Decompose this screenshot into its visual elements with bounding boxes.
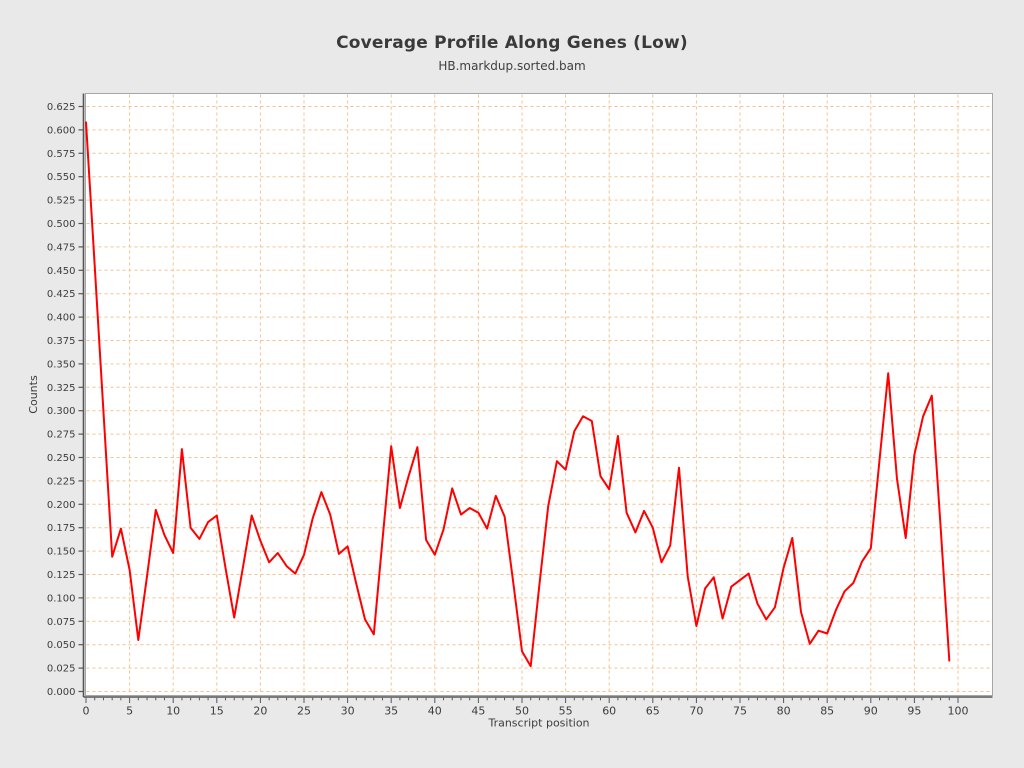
svg-text:35: 35 — [384, 705, 398, 718]
svg-text:75: 75 — [733, 705, 747, 718]
svg-text:0.025: 0.025 — [47, 664, 76, 675]
svg-text:55: 55 — [559, 705, 573, 718]
chart-subtitle: HB.markdup.sorted.bam — [438, 59, 586, 73]
svg-text:0.575: 0.575 — [47, 149, 76, 160]
svg-text:0.375: 0.375 — [47, 336, 76, 347]
svg-text:60: 60 — [602, 705, 616, 718]
svg-text:0.350: 0.350 — [47, 359, 76, 370]
svg-text:0.275: 0.275 — [47, 430, 76, 441]
svg-text:0.600: 0.600 — [47, 125, 76, 136]
y-axis-ticks — [78, 105, 84, 693]
svg-text:0.525: 0.525 — [47, 196, 76, 207]
svg-text:45: 45 — [471, 705, 485, 718]
svg-text:0.625: 0.625 — [47, 102, 76, 113]
svg-text:15: 15 — [210, 705, 224, 718]
svg-text:30: 30 — [341, 705, 355, 718]
grid-vertical — [129, 94, 959, 695]
svg-text:40: 40 — [428, 705, 442, 718]
svg-text:90: 90 — [864, 705, 878, 718]
svg-text:0.000: 0.000 — [47, 687, 76, 698]
svg-text:0.150: 0.150 — [47, 547, 76, 558]
svg-text:0.550: 0.550 — [47, 172, 76, 183]
svg-text:0.200: 0.200 — [47, 500, 76, 511]
svg-text:0.425: 0.425 — [47, 289, 76, 300]
svg-text:65: 65 — [646, 705, 660, 718]
svg-text:0.325: 0.325 — [47, 383, 76, 394]
svg-text:100: 100 — [948, 705, 969, 718]
svg-text:0.100: 0.100 — [47, 593, 76, 604]
svg-text:0.475: 0.475 — [47, 242, 76, 253]
svg-text:0.300: 0.300 — [47, 406, 76, 417]
x-axis-ticks — [85, 697, 959, 703]
svg-text:10: 10 — [166, 705, 180, 718]
svg-text:0.450: 0.450 — [47, 266, 76, 277]
svg-text:0.075: 0.075 — [47, 617, 76, 628]
y-tick-labels: 0.000 0.025 0.050 0.075 0.100 0.125 0.150 0.175… — [47, 102, 76, 698]
svg-text:0.250: 0.250 — [47, 453, 76, 464]
svg-text:50: 50 — [515, 705, 529, 718]
svg-text:5: 5 — [126, 705, 133, 718]
svg-text:0.400: 0.400 — [47, 313, 76, 324]
svg-text:0.125: 0.125 — [47, 570, 76, 581]
svg-text:95: 95 — [907, 705, 921, 718]
plot-border — [85, 93, 993, 696]
svg-text:70: 70 — [689, 705, 703, 718]
y-axis-title: Counts — [27, 375, 40, 414]
x-tick-labels: 0 5 10 15 20 25 30 35 40 45 50 55 60 65 70 75 80 85 90 95 10… — [83, 705, 969, 718]
svg-text:0: 0 — [83, 705, 90, 718]
chart-title: Coverage Profile Along Genes (Low) — [336, 33, 688, 53]
svg-text:25: 25 — [297, 705, 311, 718]
svg-text:80: 80 — [777, 705, 791, 718]
grid-horizontal — [86, 106, 992, 692]
svg-text:0.225: 0.225 — [47, 476, 76, 487]
coverage-series-line — [85, 121, 951, 668]
x-axis-title: Transcript position — [487, 717, 589, 730]
svg-text:20: 20 — [253, 705, 267, 718]
svg-text:0.050: 0.050 — [47, 640, 76, 651]
plot-background — [85, 93, 993, 696]
svg-text:0.175: 0.175 — [47, 523, 76, 534]
svg-text:0.500: 0.500 — [47, 219, 76, 230]
svg-text:85: 85 — [820, 705, 834, 718]
